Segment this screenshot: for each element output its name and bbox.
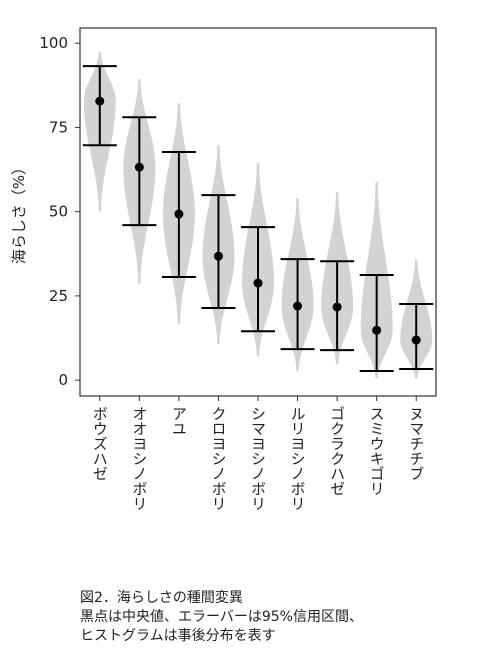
x-tick-label: アユ [170, 406, 188, 436]
median-point [174, 209, 184, 219]
y-tick-label: 50 [49, 203, 68, 221]
x-tick-label: オオヨシノボリ [130, 406, 148, 511]
y-tick-label: 0 [58, 371, 68, 389]
median-point [95, 96, 105, 106]
x-tick-label: ゴクラクハゼ [328, 406, 346, 496]
median-point [293, 301, 303, 311]
median-point [372, 325, 382, 335]
x-tick-label: スミウキゴリ [368, 406, 386, 496]
median-point [253, 278, 263, 288]
x-tick-label: ヌマチチブ [407, 406, 425, 481]
caption-line: 黒点は中央値、エラーバーは95%信用区間、 [80, 609, 363, 625]
y-tick-label: 75 [49, 118, 68, 136]
median-point [134, 162, 144, 172]
median-point [411, 335, 421, 345]
x-tick-label: クロヨシノボリ [209, 406, 227, 511]
caption-line: ヒストグラムは事後分布を表す [80, 628, 276, 644]
plot-frame [79, 27, 437, 397]
y-axis-label: 海らしさ（%） [10, 160, 28, 264]
y-tick-label: 100 [39, 34, 68, 52]
x-tick-label: ボウズハゼ [91, 406, 109, 481]
median-point [332, 302, 342, 312]
x-tick-label: ルリヨシノボリ [289, 406, 307, 511]
x-tick-label: シマヨシノボリ [249, 406, 267, 511]
caption-line: 図2．海らしさの種間変異 [80, 589, 243, 606]
y-tick-label: 25 [49, 287, 68, 305]
median-point [213, 251, 223, 261]
